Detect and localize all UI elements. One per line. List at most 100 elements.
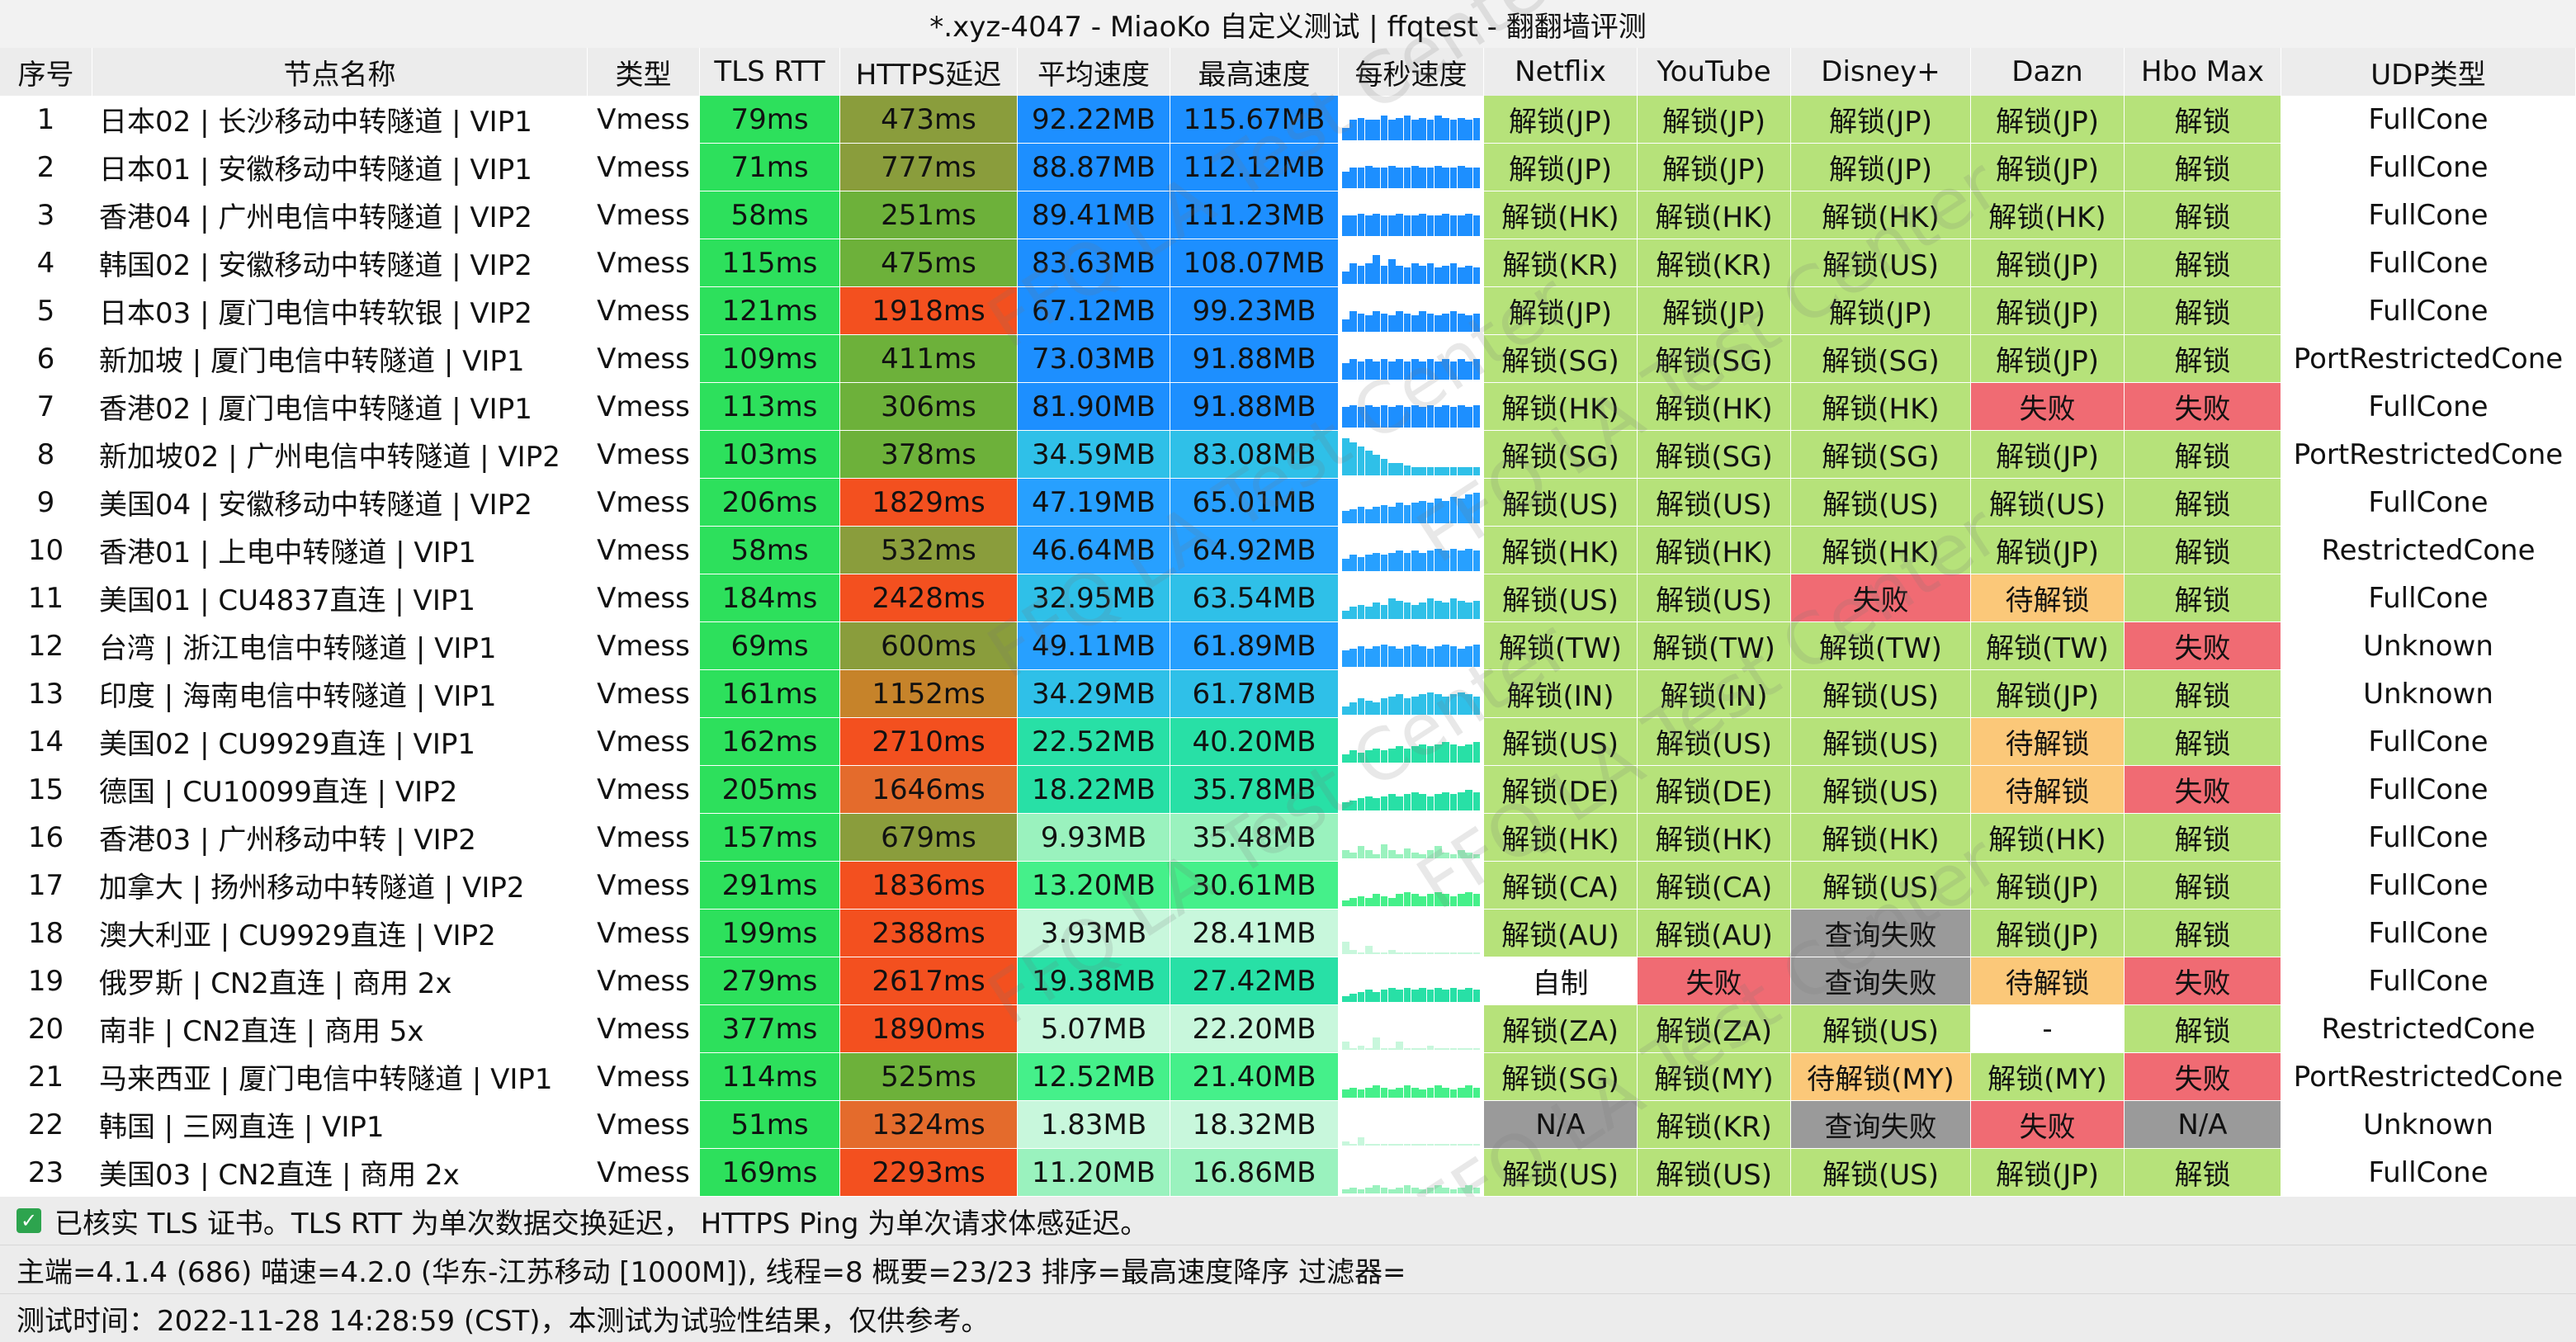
table-row: 15 德国 | CU10099直连 | VIP2 Vmess 205ms 1646ms 1… [0,766,2576,814]
table-row: 23 美国03 | CN2直连 | 商用 2x Vmess 169ms 2293ms 11… [0,1149,2576,1197]
table-row: 1 日本02 | 长沙移动中转隧道 | VIP1 Vmess 79ms 473ms 92.… [0,96,2576,144]
sparkline-bar [1472,267,1481,284]
speed-sparkline [1339,574,1484,622]
sparkline-bar [1365,315,1373,332]
youtube-status: 解锁(SG) [1638,335,1791,383]
sparkline-bar [1442,168,1450,188]
sparkline-bar [1411,894,1419,906]
sparkline-bar [1449,1047,1458,1050]
sparkline-bar [1472,854,1481,858]
youtube-status: 解锁(US) [1638,574,1791,622]
table-row: 14 美国02 | CU9929直连 | VIP1 Vmess 162ms 2710ms… [0,718,2576,766]
sparkline-bar [1380,796,1388,810]
netflix-status: 自制 [1484,957,1638,1005]
max-speed-value: 35.78MB [1170,766,1339,814]
row-index: 1 [0,96,92,144]
sparkline-bar [1449,598,1458,619]
sparkline-bar [1419,602,1427,619]
udp-type-value: FullCone [2281,1149,2576,1197]
sparkline-bar [1365,120,1373,140]
avg-speed-value: 9.93MB [1018,814,1170,862]
youtube-status: 解锁(US) [1638,718,1791,766]
sparkline-bar [1442,1143,1450,1146]
avg-speed-value: 46.64MB [1018,527,1170,574]
sparkline-bar [1357,1089,1365,1098]
sparkline-bar [1435,267,1442,284]
tls-rtt-value: 109ms [700,335,840,383]
tls-rtt-value: 205ms [700,766,840,814]
sparkline-bar [1435,361,1442,380]
sparkline-bar [1349,168,1358,188]
tls-rtt-value: 377ms [700,1005,840,1053]
sparkline-bar [1388,696,1396,715]
youtube-status: 解锁(ZA) [1638,1005,1791,1053]
sparkline-bar [1403,267,1411,284]
sparkline-bar [1388,552,1396,571]
sparkline-bar [1435,548,1442,571]
sparkline-bar [1365,700,1373,715]
sparkline-bar [1365,451,1373,475]
speed-sparkline [1339,287,1484,335]
https-latency-value: 1890ms [840,1005,1018,1053]
protocol-type: Vmess [588,287,700,335]
sparkline-bar [1449,407,1458,428]
sparkline-bar [1472,742,1481,763]
sparkline-bar [1442,359,1450,380]
https-latency-value: 532ms [840,527,1018,574]
protocol-type: Vmess [588,527,700,574]
sparkline-bar [1349,648,1358,667]
youtube-status: 解锁(US) [1638,1149,1791,1197]
sparkline-bar [1342,215,1349,236]
sparkline-bar [1426,1046,1435,1050]
sparkline-bar [1388,1143,1396,1146]
avg-speed-value: 1.83MB [1018,1101,1170,1149]
sparkline-bar [1388,463,1396,475]
avg-speed-value: 89.41MB [1018,191,1170,239]
dazn-status: 解锁(JP) [1971,670,2125,718]
sparkline-bar [1349,404,1358,428]
sparkline-bar [1396,117,1404,140]
meta-info: 主端=4.1.4 (686) 喵速=4.2.0 (华东-江苏移动 [1000M]… [17,1255,1406,1289]
sparkline-bar [1449,694,1458,715]
dazn-status: 解锁(HK) [1971,191,2125,239]
header-disney: Disney+ [1791,48,1971,96]
youtube-status: 解锁(AU) [1638,910,1791,957]
udp-type-value: FullCone [2281,766,2576,814]
header-tls-rtt: TLS RTT [700,48,840,96]
tls-rtt-value: 115ms [700,239,840,287]
sparkline-bar [1458,692,1465,715]
sparkline-bar [1396,1087,1404,1098]
sparkline-bar [1442,265,1450,284]
sparkline-bar [1342,850,1349,858]
sparkline-bar [1465,494,1473,523]
sparkline-bar [1411,359,1419,380]
sparkline-bar [1465,168,1473,188]
sparkline-bar [1411,165,1419,188]
sparkline-bar [1458,313,1465,332]
udp-type-value: FullCone [2281,383,2576,431]
youtube-status: 解锁(HK) [1638,527,1791,574]
sparkline-bar [1426,894,1435,906]
disney-status: 解锁(US) [1791,670,1971,718]
sparkline-bar [1458,894,1465,906]
youtube-status: 解锁(TW) [1638,622,1791,670]
avg-speed-value: 67.12MB [1018,287,1170,335]
node-name: 加拿大 | 扬州移动中转隧道 | VIP2 [92,862,588,910]
sparkline-bar [1396,746,1404,763]
udp-type-value: Unknown [2281,1101,2576,1149]
disney-status: 解锁(HK) [1791,383,1971,431]
sparkline-bar [1365,796,1373,810]
avg-speed-value: 19.38MB [1018,957,1170,1005]
sparkline-bar [1380,750,1388,763]
max-speed-value: 27.42MB [1170,957,1339,1005]
sparkline-bar [1435,407,1442,428]
udp-type-value: FullCone [2281,814,2576,862]
sparkline-bar [1396,894,1404,906]
node-name: 马来西亚 | 厦门电信中转隧道 | VIP1 [92,1053,588,1101]
sparkline-bar [1373,311,1381,332]
sparkline-bar [1357,752,1365,763]
sparkline-bar [1357,265,1365,284]
sparkline-bar [1403,1047,1411,1050]
sparkline-bar [1472,117,1481,140]
max-speed-value: 91.88MB [1170,383,1339,431]
